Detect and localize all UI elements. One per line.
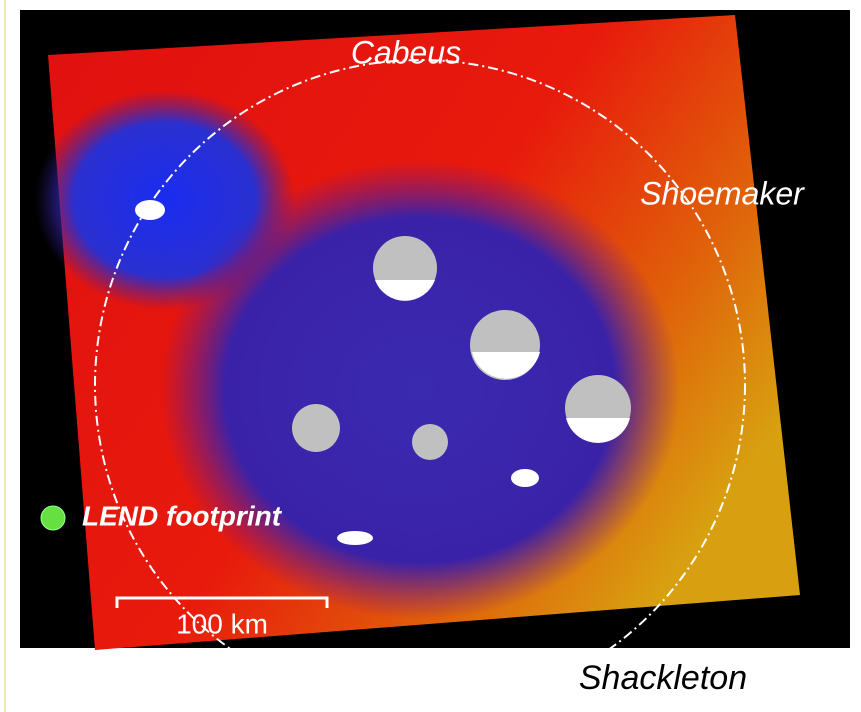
place-label: Shackleton [579, 659, 747, 697]
crater [292, 404, 340, 452]
place-label: Cabeus [351, 34, 461, 70]
scale-label: 100 km [176, 608, 268, 639]
shadow [511, 469, 539, 487]
legend-label: LEND footprint [82, 500, 283, 531]
place-label: Shoemaker [640, 175, 805, 211]
legend-marker [41, 506, 65, 530]
map-figure: Cabeus Shoemaker LEND footprint 100 km S… [0, 0, 861, 712]
shadow [135, 200, 165, 220]
shadow [337, 531, 373, 545]
crater [412, 424, 448, 460]
